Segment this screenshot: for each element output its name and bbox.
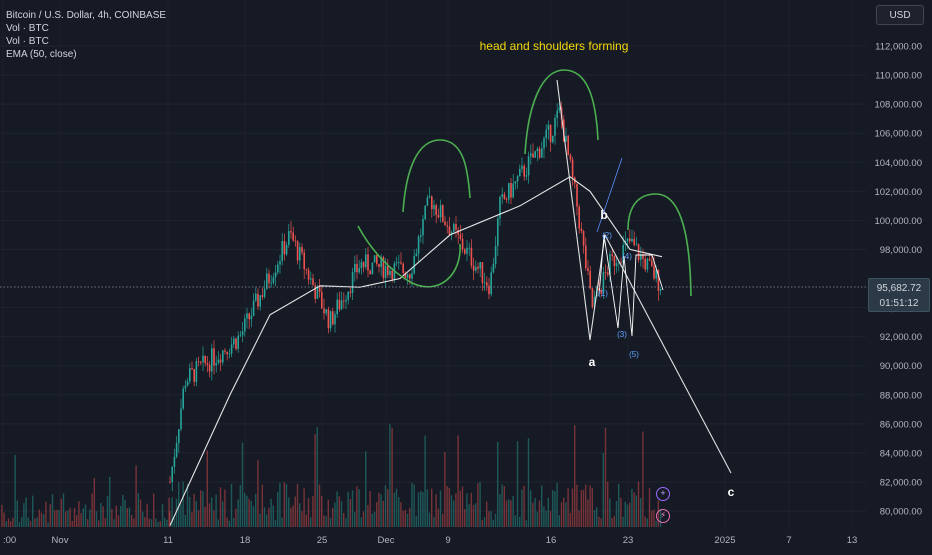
ema-line <box>169 176 663 526</box>
wave-label-c: c <box>728 485 735 499</box>
price-axis-label-6: 100,000.00 <box>874 216 922 227</box>
price-axis-label-5: 102,000.00 <box>874 187 922 198</box>
currency-button[interactable]: USD <box>876 5 924 25</box>
bar-countdown: 01:51:12 <box>879 298 919 309</box>
price-axis-label-9: 92,000.00 <box>880 332 922 343</box>
wave-label-1: (1) <box>598 289 608 298</box>
legend-ema[interactable]: EMA (50, close) <box>6 49 77 60</box>
time-axis-label-7: 16 <box>546 535 557 546</box>
price-axis-label-0: 112,000.00 <box>875 42 922 53</box>
wave-label-2: (2) <box>602 231 612 240</box>
wave-label-3: (3) <box>617 330 627 339</box>
price-axis-label-13: 84,000.00 <box>880 448 922 459</box>
price-axis-label-14: 82,000.00 <box>880 477 922 488</box>
time-axis-label-1: Nov <box>52 535 69 546</box>
price-axis-label-3: 106,000.00 <box>874 129 922 140</box>
candlesticks <box>169 99 662 492</box>
price-axis-label-1: 110,000.00 <box>875 71 922 82</box>
volume-bars <box>1 424 662 527</box>
time-axis-label-3: 18 <box>240 535 251 546</box>
wave-label-5: (5) <box>629 350 639 359</box>
price-axis-label-2: 108,000.00 <box>874 100 922 111</box>
legend-symbol[interactable]: Bitcoin / U.S. Dollar, 4h, COINBASE <box>6 10 167 21</box>
right-shoulder-arc <box>627 193 692 297</box>
left-shoulder-top-arc <box>402 139 471 213</box>
price-axis-label-11: 88,000.00 <box>880 390 922 401</box>
legend-volume-2[interactable]: Vol · BTC <box>6 36 49 47</box>
annotation-title: head and shoulders forming <box>480 39 629 53</box>
time-axis-label-2: 11 <box>163 535 173 546</box>
time-axis-label-8: 23 <box>623 535 634 546</box>
wave-thin-line <box>596 157 623 233</box>
wave-label-4: (4) <box>622 252 632 261</box>
time-axis-label-4: 25 <box>317 535 328 546</box>
wave-abc-line <box>556 79 732 474</box>
wave-label-b: b <box>600 208 607 222</box>
head-arc <box>524 69 599 155</box>
time-axis-label-10: 7 <box>786 535 791 546</box>
time-axis-label-6: 9 <box>445 535 450 546</box>
price-axis-label-10: 90,000.00 <box>880 361 922 372</box>
lightning-circle-icon[interactable]: ⚡ <box>656 509 670 523</box>
time-axis-label-11: 13 <box>847 535 858 546</box>
plus-circle-icon[interactable]: + <box>656 487 670 501</box>
time-axis: :00 Nov 11 18 25 Dec 9 16 23 2025 7 13 <box>3 535 857 546</box>
time-axis-label-0: :00 <box>3 535 16 546</box>
time-axis-label-9: 2025 <box>714 535 735 546</box>
price-axis-label-7: 98,000.00 <box>880 245 922 256</box>
impulse-wave-line <box>598 234 664 337</box>
wave-label-a: a <box>589 355 596 369</box>
chart-grid <box>0 45 866 512</box>
chart-legend: Bitcoin / U.S. Dollar, 4h, COINBASE Vol … <box>6 9 166 61</box>
price-axis-label-12: 86,000.00 <box>880 419 922 430</box>
legend-volume-1[interactable]: Vol · BTC <box>6 23 49 34</box>
price-axis-label-15: 80,000.00 <box>880 507 922 518</box>
left-shoulder-arc <box>357 225 461 288</box>
last-price-value: 95,682.72 <box>876 283 922 294</box>
time-axis-label-5: Dec <box>378 535 395 546</box>
last-price-tag: 95,682.72 01:51:12 <box>868 278 930 312</box>
price-axis-label-4: 104,000.00 <box>874 158 922 169</box>
